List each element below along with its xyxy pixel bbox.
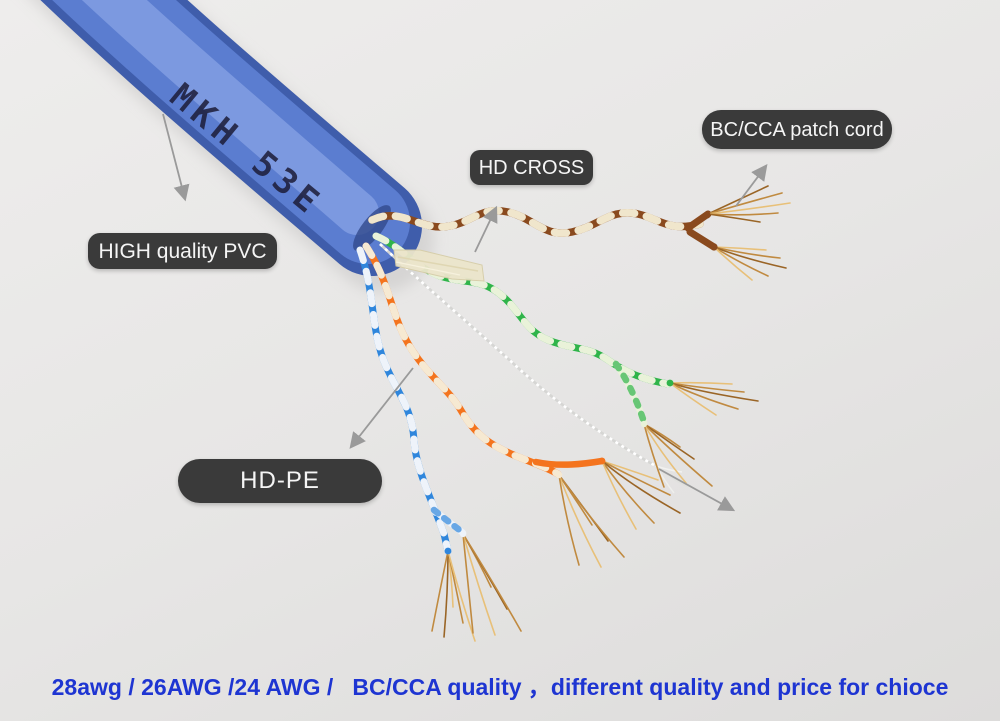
rip-cord	[379, 243, 689, 494]
copper-fan-white-blue	[462, 533, 522, 636]
blue-twisted-pair	[356, 246, 467, 555]
label-high-quality-pvc: HIGH quality PVC	[88, 233, 277, 269]
copper-fan-brown-lower	[713, 246, 787, 281]
copper-strands	[431, 185, 791, 642]
arrow-to-hd-cross-label	[474, 205, 498, 253]
cross-separator	[393, 249, 485, 282]
label-hd-pe: HD-PE	[178, 459, 382, 503]
copper-fan-white-green	[643, 423, 713, 488]
label-bc-cca-patch-cord: BC/CCA patch cord	[702, 110, 892, 149]
copper-fan-brown-upper	[707, 185, 791, 223]
copper-fan-orange	[601, 460, 681, 530]
arrow-from-copper-ends	[658, 468, 736, 512]
bottom-caption: 28awg / 26AWG /24 AWG / BC/CCA quality ，…	[51, 674, 949, 700]
orange-twisted-pair	[362, 242, 606, 478]
label-hd-cross: HD CROSS	[470, 150, 593, 185]
annotation-arrows	[162, 113, 768, 512]
insulation-caps	[444, 211, 718, 555]
copper-fan-blue	[431, 550, 476, 642]
arrow-to-hd-pe-label	[349, 367, 414, 449]
copper-fan-green	[669, 381, 759, 416]
copper-fan-white-orange	[558, 474, 625, 568]
arrow-to-pvc-label	[162, 113, 190, 202]
arrow-to-patch-cord-label	[735, 164, 768, 207]
